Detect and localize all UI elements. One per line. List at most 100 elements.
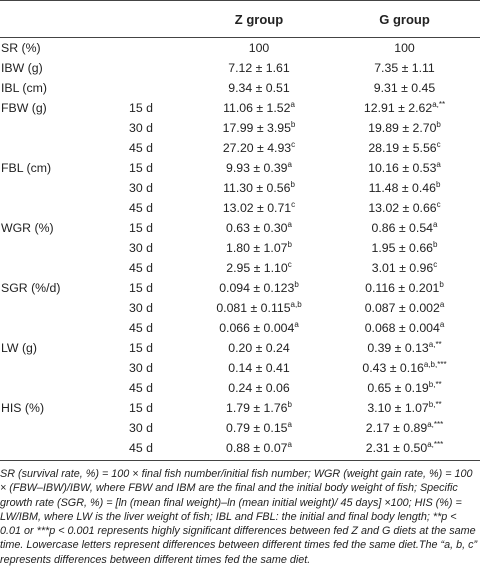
value-text: 9.31 ± 0.45 [373, 81, 436, 95]
row-label: SR (%) [0, 38, 121, 59]
z-cell: 11.30 ± 0.56b [189, 178, 329, 198]
g-cell: 0.86 ± 0.54a [329, 218, 480, 238]
superscript: b [436, 120, 441, 129]
value-text: 0.88 ± 0.07 [226, 441, 288, 455]
value-text: 28.19 ± 5.56 [368, 141, 437, 155]
day-text: 15 d [129, 221, 153, 235]
superscript: a,b,*** [423, 360, 447, 369]
day-cell: 30 d [121, 178, 189, 198]
row-label [0, 138, 121, 158]
day-text: 30 d [129, 361, 153, 375]
superscript: a,b [290, 300, 302, 309]
day-cell [121, 78, 189, 98]
day-cell: 30 d [121, 118, 189, 138]
table-row: 45 d 0.88 ± 0.07a 2.31 ± 0.50a,*** [0, 438, 480, 461]
superscript: c [436, 200, 441, 209]
g-cell: 2.17 ± 0.89a,*** [329, 418, 480, 438]
value-text: 11.48 ± 0.46 [368, 181, 436, 195]
value-text: 19.89 ± 2.70 [368, 121, 437, 135]
day-cell: 15 d [121, 98, 189, 118]
day-cell: 30 d [121, 238, 189, 258]
superscript: b [287, 400, 292, 409]
table-row: 45 d 27.20 ± 4.93c 28.19 ± 5.56c [0, 138, 480, 158]
day-cell: 15 d [121, 158, 189, 178]
day-text: 45 d [129, 201, 153, 215]
superscript: a [294, 320, 299, 329]
day-text: 15 d [129, 101, 153, 115]
row-label-text: WGR (%) [1, 221, 54, 235]
value-text: 100 [248, 41, 270, 55]
z-cell: 0.081 ± 0.115a,b [189, 298, 329, 318]
row-label-text: LW (g) [1, 341, 37, 355]
header-cell: Z group [189, 0, 329, 38]
superscript: b [294, 280, 299, 289]
row-label [0, 298, 121, 318]
superscript: c [291, 140, 296, 149]
z-cell: 0.24 ± 0.06 [189, 378, 329, 398]
table-row: LW (g) 15 d 0.20 ± 0.24 0.39 ± 0.13a,** [0, 338, 480, 358]
value-text: 2.17 ± 0.89 [365, 421, 428, 435]
row-label [0, 118, 121, 138]
table-body: SR (%) 100 100 IBW (g) 7.12 ± 1.61 7.35 ± 1.1… [0, 38, 480, 461]
table-row: HIS (%) 15 d 1.79 ± 1.76b 3.10 ± 1.07b,** [0, 398, 480, 418]
g-cell: 100 [329, 38, 480, 59]
value-text: 1.95 ± 0.66 [371, 241, 433, 255]
header-cell [0, 0, 121, 38]
g-cell: 0.39 ± 0.13a,** [329, 338, 480, 358]
value-text: 0.63 ± 0.30 [226, 221, 288, 235]
header-row: Z group G group [0, 0, 480, 38]
g-cell: 0.65 ± 0.19b,** [329, 378, 480, 398]
g-cell: 9.31 ± 0.45 [329, 78, 480, 98]
g-cell: 0.43 ± 0.16a,b,*** [329, 358, 480, 378]
day-cell: 45 d [121, 198, 189, 218]
day-text: 30 d [129, 121, 153, 135]
value-text: 0.86 ± 0.54 [371, 221, 433, 235]
day-cell: 30 d [121, 298, 189, 318]
superscript: a [287, 420, 292, 429]
day-cell: 30 d [121, 358, 189, 378]
value-text: 9.34 ± 0.51 [228, 81, 290, 95]
z-cell: 17.99 ± 3.95b [189, 118, 329, 138]
value-text: 11.06 ± 1.52 [223, 101, 291, 115]
superscript: a,*** [427, 440, 444, 449]
table-row: 45 d 0.24 ± 0.06 0.65 ± 0.19b,** [0, 378, 480, 398]
row-label: WGR (%) [0, 218, 121, 238]
table-row: 30 d 17.99 ± 3.95b 19.89 ± 2.70b [0, 118, 480, 138]
g-cell: 2.31 ± 0.50a,*** [329, 438, 480, 461]
superscript: b [287, 240, 292, 249]
day-cell: 45 d [121, 318, 189, 338]
value-text: 0.081 ± 0.115 [216, 301, 291, 315]
row-label: LW (g) [0, 338, 121, 358]
superscript: c [291, 200, 296, 209]
value-text: 3.01 ± 0.96 [371, 261, 434, 275]
day-text: 30 d [129, 301, 153, 315]
day-cell: 45 d [121, 258, 189, 278]
value-text: 11.30 ± 0.56 [223, 181, 291, 195]
z-cell: 13.02 ± 0.71c [189, 198, 329, 218]
row-label: FBL (cm) [0, 158, 121, 178]
superscript: b [290, 120, 296, 129]
table-row: 45 d 13.02 ± 0.71c 13.02 ± 0.66c [0, 198, 480, 218]
day-text: 45 d [129, 381, 153, 395]
z-cell: 9.93 ± 0.39a [189, 158, 329, 178]
superscript: b,** [428, 380, 442, 389]
z-cell: 27.20 ± 4.93c [189, 138, 329, 158]
row-label [0, 198, 121, 218]
value-text: 12.91 ± 2.62 [363, 101, 433, 115]
day-text: 45 d [129, 321, 153, 335]
value-text: 0.43 ± 0.16 [362, 361, 424, 375]
value-text: 0.068 ± 0.004 [364, 321, 440, 335]
superscript: b [435, 180, 441, 189]
value-text: 10.16 ± 0.53 [368, 161, 437, 175]
day-cell [121, 58, 189, 78]
day-text: 45 d [129, 441, 153, 455]
superscript: c [433, 260, 438, 269]
row-label-text: HIS (%) [1, 401, 45, 415]
row-label: FBW (g) [0, 98, 121, 118]
table-row: 30 d 1.80 ± 1.07b 1.95 ± 0.66b [0, 238, 480, 258]
row-label [0, 318, 121, 338]
z-cell: 0.094 ± 0.123b [189, 278, 329, 298]
g-cell: 0.068 ± 0.004a [329, 318, 480, 338]
row-label-text: IBW (g) [1, 61, 43, 75]
